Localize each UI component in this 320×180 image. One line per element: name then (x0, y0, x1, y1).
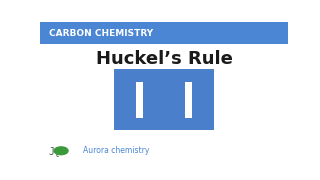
Text: Huckel’s Rule: Huckel’s Rule (96, 50, 232, 68)
Text: J{: J{ (49, 146, 60, 156)
FancyBboxPatch shape (115, 69, 214, 130)
FancyBboxPatch shape (40, 22, 288, 44)
Circle shape (54, 147, 68, 155)
Text: CARBON CHEMISTRY: CARBON CHEMISTRY (49, 29, 153, 38)
FancyBboxPatch shape (185, 82, 192, 118)
Text: Aurora chemistry: Aurora chemistry (84, 146, 150, 155)
FancyBboxPatch shape (136, 82, 143, 118)
